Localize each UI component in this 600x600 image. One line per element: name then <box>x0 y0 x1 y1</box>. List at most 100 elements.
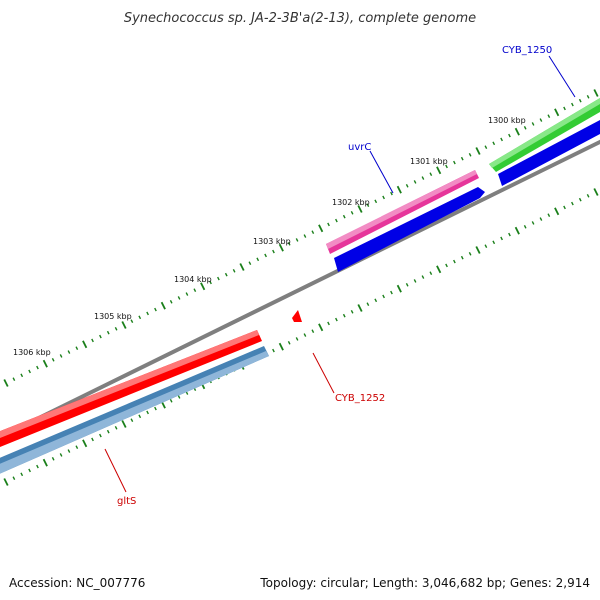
outer-row-minor-tick <box>20 373 24 378</box>
inner-row-minor-tick <box>484 244 488 248</box>
feature-red-highlight <box>0 330 259 439</box>
outer-row-minor-tick <box>429 172 433 177</box>
outer-row-major-tick <box>593 89 599 97</box>
tick-label-1301: 1301 kbp <box>410 157 448 166</box>
outer-row-minor-tick <box>571 102 574 107</box>
outer-row-minor-tick <box>500 137 503 142</box>
inner-row-major-tick <box>318 323 324 332</box>
inner-row-minor-tick <box>272 348 275 353</box>
inner-row-minor-tick <box>106 429 110 434</box>
inner-row-minor-tick <box>169 398 173 403</box>
inner-row-minor-tick <box>531 221 535 225</box>
inner-row-minor-tick <box>563 205 566 210</box>
inner-row-minor-tick <box>287 340 291 345</box>
inner-row-major-tick <box>3 478 9 486</box>
inner-row-minor-tick <box>421 275 425 279</box>
outer-row-major-tick <box>554 108 560 117</box>
inner-row-major-tick <box>121 420 127 428</box>
outer-row-minor-tick <box>390 191 393 196</box>
outer-row-minor-tick <box>578 98 582 103</box>
outer-row-minor-tick <box>586 95 590 99</box>
outer-row-major-tick <box>160 301 166 310</box>
inner-row-minor-tick <box>374 298 378 303</box>
inner-row-major-tick <box>475 246 481 254</box>
inner-row-minor-tick <box>453 259 456 264</box>
inner-row-minor-tick <box>413 279 417 283</box>
outer-row-minor-tick <box>36 365 39 370</box>
outer-row-minor-tick <box>256 257 260 262</box>
inner-row-minor-tick <box>539 217 543 221</box>
inner-row-minor-tick <box>303 333 307 337</box>
outer-row-minor-tick <box>547 114 551 119</box>
outer-row-major-tick <box>357 205 363 213</box>
tick-label-1305: 1305 kbp <box>94 312 132 321</box>
outer-row-minor-tick <box>264 253 267 258</box>
outer-row-minor-tick <box>146 311 149 316</box>
outer-row-minor-tick <box>193 288 197 293</box>
gene-label-cyb1250[interactable]: CYB_1250 <box>502 45 552 56</box>
inner-row-minor-tick <box>382 294 385 299</box>
outer-row-minor-tick <box>421 176 425 180</box>
inner-row-minor-tick <box>405 282 409 287</box>
tick-label-1302: 1302 kbp <box>332 198 370 207</box>
outer-row-minor-tick <box>413 180 417 184</box>
outer-row-minor-tick <box>342 214 346 219</box>
inner-row-major-tick <box>436 265 442 274</box>
tick-row-inner <box>3 188 599 486</box>
inner-row-minor-tick <box>177 395 181 399</box>
inner-row-minor-tick <box>51 456 55 461</box>
outer-row-minor-tick <box>468 153 472 157</box>
tick-label-1303: 1303 kbp <box>253 237 291 246</box>
inner-row-minor-tick <box>571 201 574 206</box>
inner-row-minor-tick <box>91 437 94 442</box>
outer-row-minor-tick <box>59 354 63 358</box>
outer-row-minor-tick <box>374 199 378 204</box>
inner-row-minor-tick <box>311 329 315 334</box>
inner-row-minor-tick <box>75 445 79 450</box>
feature-blue-uvrc-bar[interactable] <box>334 187 485 272</box>
outer-row-minor-tick <box>248 261 252 265</box>
inner-row-minor-tick <box>468 252 472 256</box>
inner-row-minor-tick <box>366 302 370 306</box>
tick-row-outer <box>3 89 599 387</box>
outer-row-minor-tick <box>91 338 94 343</box>
outer-row-minor-tick <box>217 276 220 281</box>
outer-row-minor-tick <box>335 218 338 223</box>
inner-row-major-tick <box>554 207 560 216</box>
inner-row-minor-tick <box>28 468 31 473</box>
map-title: Synechococcus sp. JA-2-3B'a(2-13), compl… <box>124 11 476 26</box>
outer-row-minor-tick <box>327 222 330 227</box>
outer-row-major-tick <box>121 321 127 329</box>
outer-row-minor-tick <box>209 280 212 285</box>
outer-row-minor-tick <box>460 156 464 161</box>
feature-cyb1250-highlight <box>489 98 600 168</box>
inner-row-minor-tick <box>59 453 63 457</box>
inner-row-minor-tick <box>578 197 582 202</box>
leader-glts <box>104 448 127 493</box>
outer-row-minor-tick <box>311 230 315 235</box>
inner-row-major-tick <box>514 226 520 235</box>
leader-cyb1250 <box>548 55 576 98</box>
gene-label-uvrc[interactable]: uvrC <box>348 142 371 153</box>
leader-uvrc <box>369 150 394 194</box>
inner-row-minor-tick <box>350 310 354 314</box>
feature-cyb1252-marker[interactable] <box>292 310 302 322</box>
inner-row-minor-tick <box>20 472 24 477</box>
gene-label-glts[interactable]: gltS <box>117 496 136 507</box>
gene-label-cyb1252[interactable]: CYB_1252 <box>335 393 385 404</box>
inner-row-minor-tick <box>492 240 496 245</box>
outer-row-major-tick <box>278 243 284 252</box>
outer-row-minor-tick <box>382 195 385 200</box>
outer-row-minor-tick <box>177 296 181 300</box>
outer-row-major-tick <box>475 147 481 155</box>
feature-blue-right-bar[interactable] <box>498 120 600 186</box>
inner-row-minor-tick <box>547 213 551 218</box>
inner-row-minor-tick <box>523 224 527 229</box>
outer-row-minor-tick <box>224 272 228 277</box>
outer-row-minor-tick <box>287 241 291 246</box>
genome-summary-text: Topology: circular; Length: 3,046,682 bp… <box>260 576 590 590</box>
tick-label-1300: 1300 kbp <box>488 116 526 125</box>
inner-row-major-tick <box>82 439 88 448</box>
outer-row-minor-tick <box>169 299 173 304</box>
